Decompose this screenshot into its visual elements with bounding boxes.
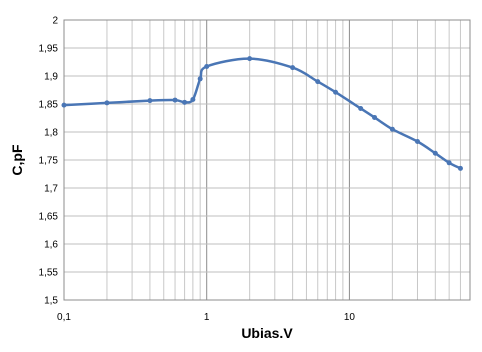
data-point-marker xyxy=(389,126,395,132)
x-axis-title: Ubias.V xyxy=(241,325,293,341)
y-tick-label: 2 xyxy=(52,16,58,27)
data-point-marker xyxy=(190,97,196,103)
grid-layer xyxy=(63,19,471,301)
data-point-marker xyxy=(172,97,178,103)
data-point-marker xyxy=(358,105,364,111)
y-tick-label: 1,6 xyxy=(44,240,58,251)
data-point-marker xyxy=(104,100,110,106)
x-tick-label: 10 xyxy=(344,312,356,323)
y-tick-label: 1,85 xyxy=(39,100,59,111)
y-tick-labels: 1,5 1,55 1,6 1,65 1,7 1,75 1,8 1,85 1,9 1,95 2 xyxy=(39,16,59,307)
y-tick-label: 1,65 xyxy=(39,212,59,223)
y-tick-label: 1,9 xyxy=(44,72,58,83)
data-point-marker xyxy=(333,89,339,95)
data-point-marker xyxy=(414,139,420,145)
data-point-marker xyxy=(432,150,438,156)
y-tick-label: 1,55 xyxy=(39,268,59,279)
data-point-marker xyxy=(290,65,296,71)
data-point-marker xyxy=(182,99,188,105)
y-tick-label: 1,7 xyxy=(44,184,58,195)
y-axis-title: C,pF xyxy=(9,144,25,176)
data-point-marker xyxy=(61,102,67,108)
series-layer xyxy=(61,56,463,171)
data-point-marker xyxy=(197,76,203,82)
data-point-marker xyxy=(315,79,321,85)
x-tick-label: 0,1 xyxy=(57,312,71,323)
y-tick-label: 1,8 xyxy=(44,128,58,139)
x-tick-label: 1 xyxy=(204,312,210,323)
data-point-marker xyxy=(372,114,378,120)
data-point-marker xyxy=(446,160,452,166)
y-tick-label: 1,95 xyxy=(39,44,59,55)
x-tick-labels: 0,1 1 10 xyxy=(57,312,355,323)
data-point-marker xyxy=(147,98,153,104)
data-point-marker xyxy=(204,63,210,69)
y-tick-label: 1,5 xyxy=(44,296,58,307)
series-line xyxy=(63,57,462,170)
y-tick-label: 1,75 xyxy=(39,156,59,167)
plot-frame xyxy=(63,19,471,301)
data-point-marker xyxy=(247,56,253,62)
data-point-marker xyxy=(457,165,463,171)
